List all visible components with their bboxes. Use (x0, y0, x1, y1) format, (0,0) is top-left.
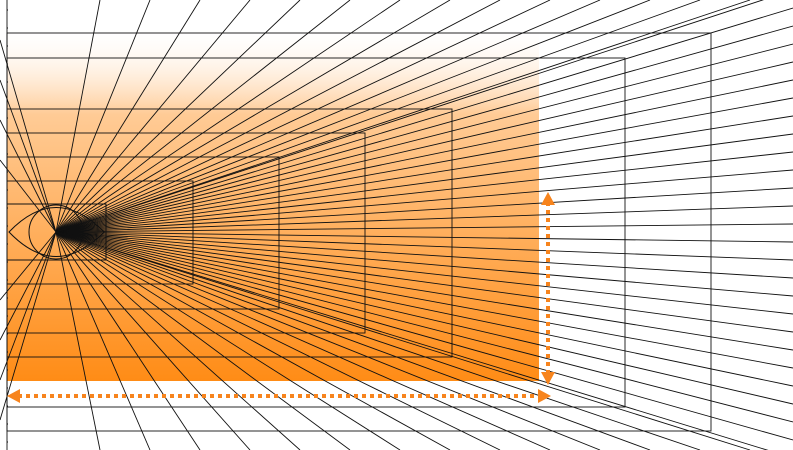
grid-ray (55, 79, 793, 233)
horizontal-arrow-head-left (7, 389, 20, 403)
grid-ray (55, 133, 793, 233)
eye-outline (8, 207, 105, 257)
grid-ray (55, 231, 793, 405)
grid-ray (55, 231, 793, 423)
grid-ray (55, 43, 793, 233)
grid-ray (0, 231, 57, 301)
grid-ray (55, 231, 793, 441)
grid-ray (55, 231, 793, 351)
horizontal-arrow-head-right (538, 389, 551, 403)
grid-ray (55, 231, 793, 387)
grid-ray (0, 39, 57, 233)
grid-ray (0, 231, 57, 341)
grid-ray (55, 231, 793, 243)
grid-ray (55, 231, 793, 369)
grid-ray (0, 159, 57, 233)
grid-ray (55, 231, 751, 450)
grid-ray (55, 0, 601, 233)
eye-iris (28, 204, 84, 260)
grid-ray (55, 231, 151, 450)
grid-ray (55, 231, 101, 450)
vertical-arrow-head-top (541, 192, 555, 205)
vertical-arrow-head-bottom (541, 372, 555, 385)
grid-ray (55, 0, 401, 233)
grid-ray (55, 231, 793, 333)
grid-ray (55, 205, 793, 233)
grid-ray (55, 231, 793, 315)
grid-ray (55, 0, 701, 233)
grid-ray (55, 231, 251, 450)
grid-ray (55, 231, 793, 297)
grid-ray (55, 0, 751, 233)
grid-ray (55, 0, 501, 233)
grid-ray (55, 231, 769, 450)
grid-ray (55, 231, 501, 450)
grid-ray (55, 231, 451, 450)
grid-ray (55, 0, 551, 233)
grid-ray (55, 231, 601, 450)
grid-ray (55, 187, 793, 233)
grid-ray (55, 0, 251, 233)
grid-ray (55, 169, 793, 233)
grid-ray (55, 61, 793, 233)
grid-ray (55, 231, 793, 279)
grid-ray (55, 231, 793, 261)
grid-ray (55, 231, 351, 450)
grid-ray (0, 119, 57, 233)
grid-ray (0, 231, 57, 421)
grid-ray (55, 97, 793, 233)
grid-ray (55, 0, 151, 233)
grid-ray (55, 0, 764, 233)
grid-ray (0, 231, 57, 381)
grid-ray (55, 0, 351, 233)
double-arrow-horizontal (7, 389, 551, 403)
grid-ray (55, 0, 451, 233)
grid-ray (55, 231, 301, 450)
eye-icon (6, 203, 107, 261)
grid-ray (55, 223, 793, 233)
grid-ray (55, 231, 401, 450)
grid-ray (55, 0, 301, 233)
grid-ray (55, 0, 651, 233)
grid-ray (55, 115, 793, 233)
grid-ray (55, 231, 551, 450)
grid-ray (55, 231, 701, 450)
eye-box (6, 203, 107, 261)
grid-ray (55, 151, 793, 233)
grid-ray (55, 231, 651, 450)
grid-ray (55, 0, 201, 233)
grid-ray (55, 7, 793, 233)
grid-ray (55, 231, 201, 450)
grid-ray (55, 0, 101, 233)
double-arrow-vertical (541, 192, 555, 385)
grid-ray (55, 25, 793, 233)
